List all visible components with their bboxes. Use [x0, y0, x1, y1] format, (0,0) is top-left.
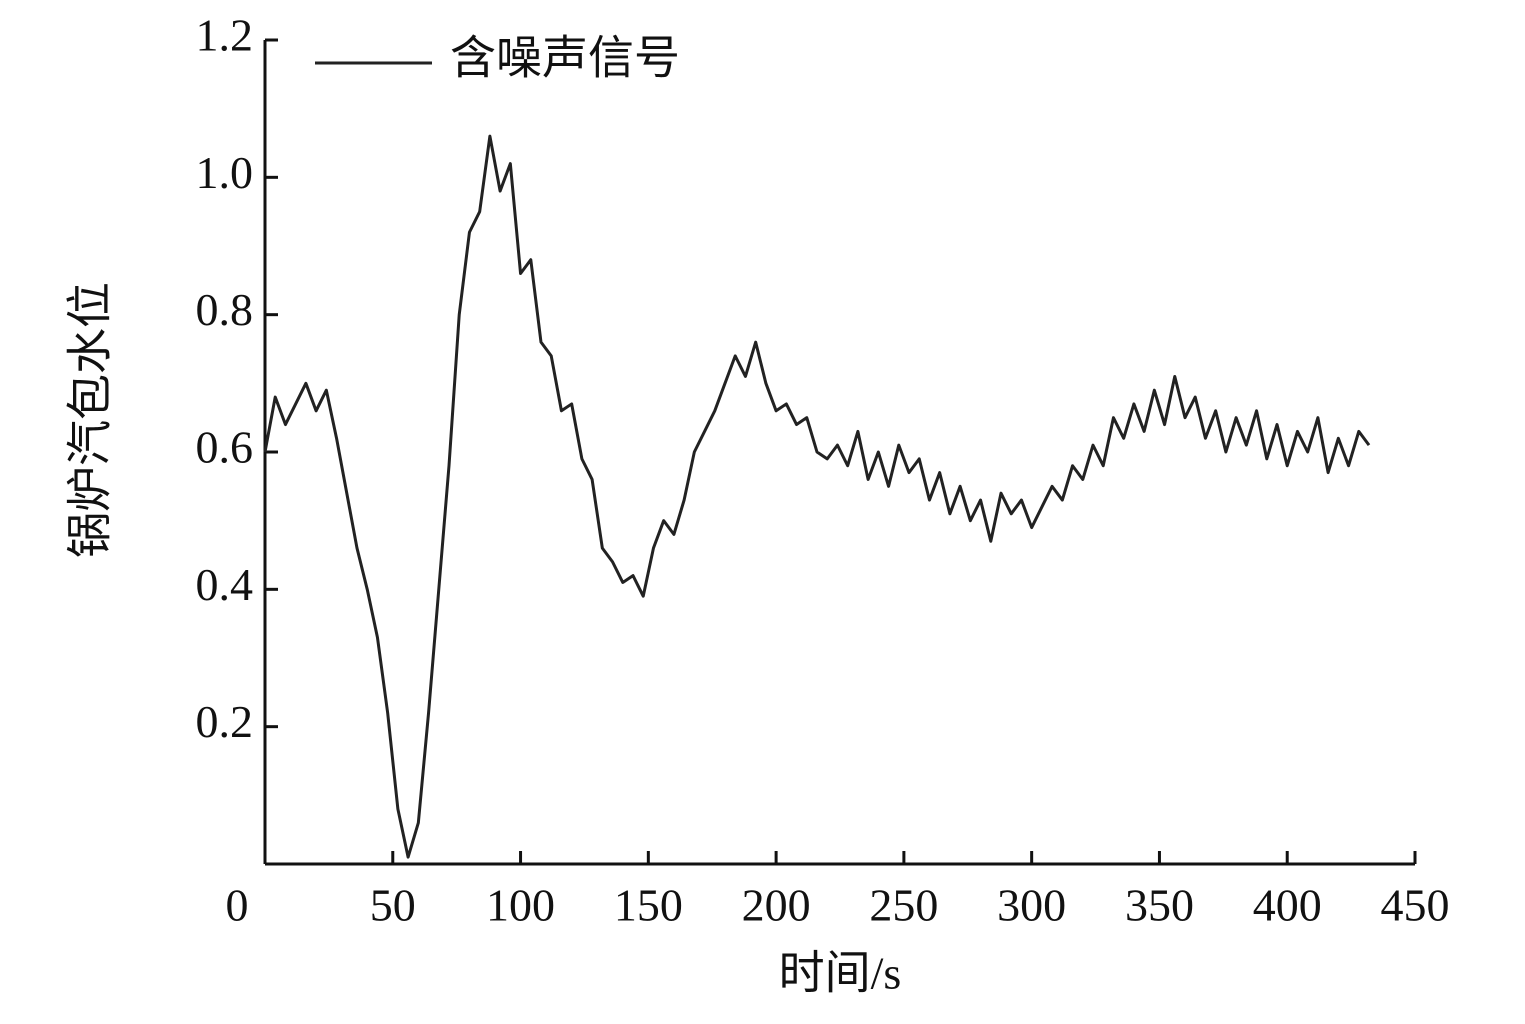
x-tick-label: 100 — [486, 880, 555, 931]
x-tick-label: 150 — [614, 880, 683, 931]
y-tick-label: 0.8 — [196, 284, 254, 335]
x-tick-label: 350 — [1125, 880, 1194, 931]
x-axis-label: 时间/s — [779, 948, 902, 999]
y-tick-label: 0.2 — [196, 696, 254, 747]
x-tick-label: 300 — [997, 880, 1066, 931]
y-tick-label: 1.0 — [196, 147, 254, 198]
x-tick-label: 0 — [226, 880, 249, 931]
x-tick-label: 50 — [370, 880, 416, 931]
x-tick-label: 250 — [869, 880, 938, 931]
y-axis-label: 锅炉汽包水位 — [65, 282, 116, 558]
y-tick-label: 0.6 — [196, 422, 254, 473]
y-tick-label: 1.2 — [196, 10, 254, 61]
legend-label: 含噪声信号 — [450, 33, 680, 84]
y-tick-label: 0.4 — [196, 559, 254, 610]
x-tick-label: 450 — [1381, 880, 1450, 931]
x-tick-label: 200 — [742, 880, 811, 931]
x-tick-label: 400 — [1253, 880, 1322, 931]
data-line — [263, 134, 1371, 859]
